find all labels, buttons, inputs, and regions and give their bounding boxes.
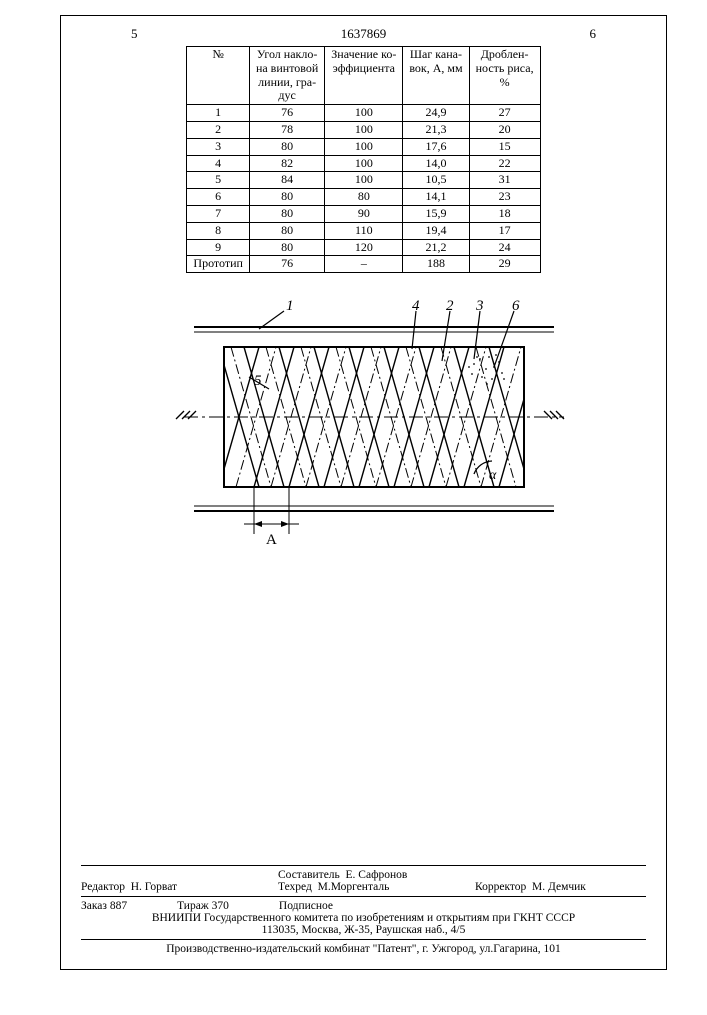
table-header: № [187, 47, 250, 105]
table-cell: 5 [187, 172, 250, 189]
table-cell: 4 [187, 155, 250, 172]
table-cell: 17,6 [403, 138, 469, 155]
table-cell: 21,2 [403, 239, 469, 256]
table-cell: 76 [249, 105, 324, 122]
table-cell: 76 [249, 256, 324, 273]
table-row: 48210014,022 [187, 155, 540, 172]
editor-name: Н. Горват [131, 881, 177, 893]
callout-1: 1 [286, 299, 294, 314]
table-cell: 80 [249, 189, 324, 206]
table-cell: 24 [469, 239, 540, 256]
table-cell: 27 [469, 105, 540, 122]
table-cell: 100 [325, 172, 403, 189]
table-cell: 80 [249, 239, 324, 256]
table-cell: 80 [249, 222, 324, 239]
table-cell: 8 [187, 222, 250, 239]
table-row: 38010017,615 [187, 138, 540, 155]
tirazh-no: 370 [212, 900, 229, 912]
table-cell: – [325, 256, 403, 273]
techred-label: Техред [278, 881, 312, 893]
table-cell: 2 [187, 121, 250, 138]
header-row: 5 1637869 6 [81, 26, 646, 42]
table-row: 58410010,531 [187, 172, 540, 189]
table-header: Дроблен-ность риса,% [469, 47, 540, 105]
editor-label: Редактор [81, 881, 125, 893]
callout-6: 6 [512, 299, 520, 314]
corrector-label: Корректор [475, 881, 526, 893]
table-cell: 100 [325, 155, 403, 172]
table-row: 17610024,927 [187, 105, 540, 122]
table-header: Шаг кана-вок, А, мм [403, 47, 469, 105]
table-cell: 80 [249, 138, 324, 155]
corrector-name: М. Демчик [532, 881, 586, 893]
order-label: Заказ [81, 900, 107, 912]
printer-line: Производственно-издательский комбинат "П… [81, 943, 646, 955]
compiler-label: Составитель [278, 869, 340, 881]
table-cell: 23 [469, 189, 540, 206]
callout-3: 3 [475, 299, 484, 314]
patent-number: 1637869 [161, 26, 566, 42]
table-cell: 188 [403, 256, 469, 273]
table-cell: 19,4 [403, 222, 469, 239]
table-row: 7809015,918 [187, 205, 540, 222]
table-cell: 1 [187, 105, 250, 122]
table-cell: 90 [325, 205, 403, 222]
angle-alpha: α [489, 468, 497, 483]
table-row: 6808014,123 [187, 189, 540, 206]
table-cell: 80 [325, 189, 403, 206]
data-table: №Угол накло-на винтовойлинии, гра-дусЗна… [186, 46, 540, 273]
table-header: Значение ко-эффициента [325, 47, 403, 105]
table-cell: 100 [325, 105, 403, 122]
table-cell: 14,1 [403, 189, 469, 206]
table-cell: 100 [325, 121, 403, 138]
table-cell: 3 [187, 138, 250, 155]
table-cell: 22 [469, 155, 540, 172]
table-cell: 7 [187, 205, 250, 222]
table-cell: 15,9 [403, 205, 469, 222]
table-cell: 31 [469, 172, 540, 189]
page-number-left: 5 [131, 26, 161, 42]
table-cell: 120 [325, 239, 403, 256]
callout-2: 2 [446, 299, 454, 314]
table-cell: 21,3 [403, 121, 469, 138]
footer: Редактор Н. Горват Составитель Е. Сафрон… [81, 862, 646, 955]
table-cell: 29 [469, 256, 540, 273]
table-cell: 20 [469, 121, 540, 138]
table-row: 88011019,417 [187, 222, 540, 239]
figure: 1 4 2 3 6 5 α A [81, 299, 646, 569]
table-cell: 84 [249, 172, 324, 189]
callout-4: 4 [412, 299, 420, 314]
subscription: Подписное [279, 900, 333, 912]
table-cell: 10,5 [403, 172, 469, 189]
table-cell: 80 [249, 205, 324, 222]
table-cell: 78 [249, 121, 324, 138]
table-cell: 110 [325, 222, 403, 239]
callout-5: 5 [254, 373, 262, 389]
compiler-name: Е. Сафронов [346, 869, 408, 881]
dimension-a: A [266, 532, 277, 548]
order-no: 887 [110, 900, 127, 912]
table-row: 98012021,224 [187, 239, 540, 256]
techred-name: М.Моргенталь [318, 881, 390, 893]
tirazh-label: Тираж [177, 900, 209, 912]
table-cell: 17 [469, 222, 540, 239]
table-cell: 9 [187, 239, 250, 256]
table-cell: Прототип [187, 256, 250, 273]
table-cell: 100 [325, 138, 403, 155]
table-cell: 82 [249, 155, 324, 172]
page-number-right: 6 [566, 26, 596, 42]
org-line: ВНИИПИ Государственного комитета по изоб… [81, 912, 646, 924]
page-frame: 5 1637869 6 №Угол накло-на винтовойлинии… [60, 15, 667, 970]
org-address: 113035, Москва, Ж-35, Раушская наб., 4/5 [81, 924, 646, 936]
roller-diagram: 1 4 2 3 6 5 α A [154, 299, 574, 569]
table-row: 27810021,320 [187, 121, 540, 138]
table-cell: 6 [187, 189, 250, 206]
table-cell: 14,0 [403, 155, 469, 172]
table-header: Угол накло-на винтовойлинии, гра-дус [249, 47, 324, 105]
table-cell: 18 [469, 205, 540, 222]
table-cell: 24,9 [403, 105, 469, 122]
table-cell: 15 [469, 138, 540, 155]
table-row: Прототип76–18829 [187, 256, 540, 273]
